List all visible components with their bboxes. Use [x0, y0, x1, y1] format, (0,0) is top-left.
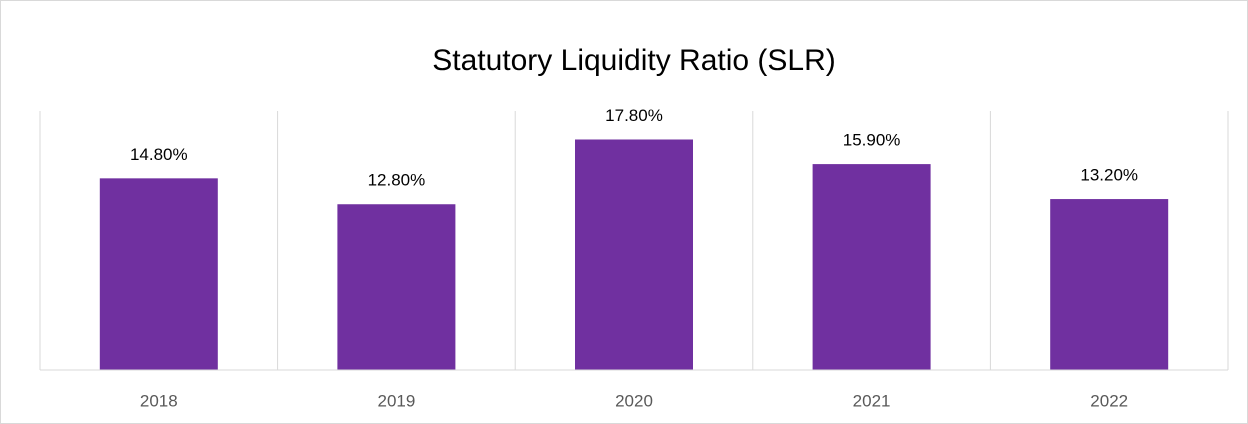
bar [1050, 199, 1169, 370]
bar [575, 139, 693, 370]
bar [99, 178, 218, 370]
x-tick-label: 2018 [140, 391, 178, 410]
data-label: 17.80% [605, 106, 663, 125]
bar [812, 164, 931, 370]
bar [337, 204, 456, 370]
chart-title: Statutory Liquidity Ratio (SLR) [432, 44, 836, 77]
data-label: 15.90% [843, 131, 901, 150]
x-tick-label: 2021 [853, 391, 891, 410]
x-tick-label: 2020 [615, 391, 653, 410]
data-label: 13.20% [1080, 166, 1138, 185]
data-label: 14.80% [130, 145, 188, 164]
x-tick-label: 2019 [377, 391, 415, 410]
x-tick-label: 2022 [1090, 391, 1128, 410]
data-label: 12.80% [368, 171, 426, 190]
